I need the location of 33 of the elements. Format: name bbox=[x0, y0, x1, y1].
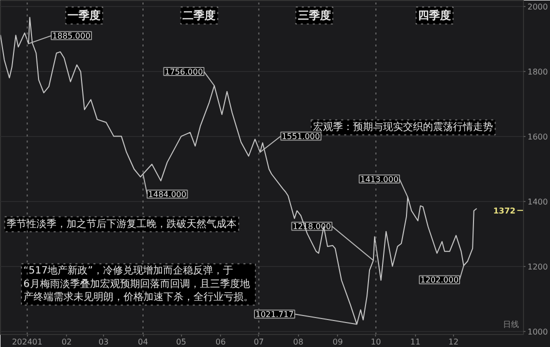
x-tick-label: 05 bbox=[176, 338, 186, 346]
annotation: 季节性淡季，加之节后下游复工晚，跌破天然气成本 bbox=[6, 218, 237, 230]
annotation: 1202.000 bbox=[420, 276, 459, 285]
annotation: 1484.000 bbox=[148, 190, 186, 200]
x-tick-label: 09 bbox=[332, 338, 343, 346]
annotation: 1551.000 bbox=[282, 132, 320, 142]
annotation: 1413.000 bbox=[360, 174, 398, 184]
annotation: 1372 bbox=[493, 206, 516, 216]
x-tick-label: 202401 bbox=[12, 338, 42, 346]
annotation: 日线 bbox=[502, 320, 519, 330]
annotation: “517地产新政”，冷修兑现增加而企稳反弹，于6月梅雨淡季叠加宏观预期回落而回调，且三季度地产终端需求未见明朗，价格加速下杀，全行业亏损。 bbox=[23, 264, 254, 304]
annotation: 三季度 bbox=[298, 9, 331, 22]
y-tick-label: 1400 bbox=[528, 197, 548, 206]
y-tick-label: 1800 bbox=[528, 67, 548, 76]
annotation: 1756.000 bbox=[164, 68, 203, 77]
x-tick-label: 03 bbox=[98, 338, 109, 346]
x-tick-label: 11 bbox=[410, 338, 420, 346]
x-tick-label: 10 bbox=[370, 338, 381, 346]
x-tick-label: 06 bbox=[216, 338, 226, 346]
y-tick-label: 1600 bbox=[528, 132, 548, 142]
y-tick-label: 2000 bbox=[528, 2, 548, 12]
x-tick-label: 07 bbox=[254, 338, 264, 346]
annotation: 四季度 bbox=[418, 9, 452, 22]
x-tick-label: 04 bbox=[138, 338, 148, 346]
x-tick-label: 12 bbox=[448, 338, 459, 346]
annotation: 1021.717 bbox=[255, 310, 294, 320]
x-tick-label: 02 bbox=[62, 338, 72, 346]
annotation: 二季度 bbox=[182, 9, 216, 22]
y-tick-label: 1000 bbox=[528, 327, 548, 336]
y-tick-label: 1200 bbox=[528, 262, 548, 272]
annotation: 一季度 bbox=[68, 9, 101, 22]
annotation: 1885.000 bbox=[52, 32, 90, 41]
x-tick-label: 08 bbox=[293, 338, 304, 346]
